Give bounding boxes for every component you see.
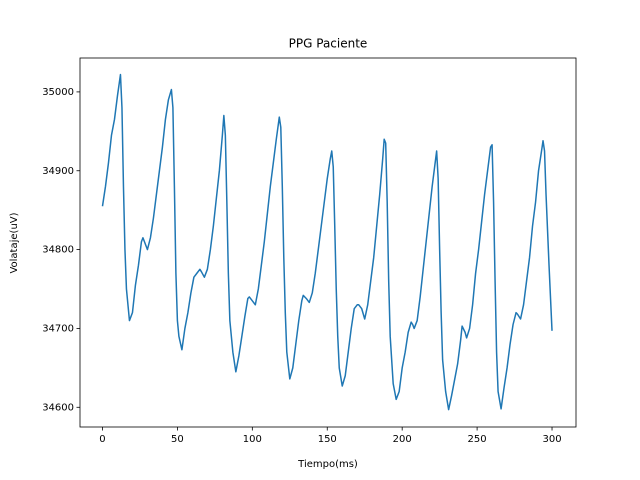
chart-title: PPG Paciente: [289, 37, 368, 51]
x-tick-label: 0: [99, 434, 105, 445]
y-tick-label: 34800: [42, 245, 74, 256]
x-tick-label: 150: [318, 434, 337, 445]
data-line: [101, 73, 553, 411]
y-tick-label: 34700: [42, 323, 74, 334]
x-tick-label: 200: [393, 434, 412, 445]
y-tick-label: 34600: [42, 402, 74, 413]
x-axis-label: Tiempo(ms): [297, 459, 358, 470]
x-tick-label: 50: [171, 434, 184, 445]
x-tick-label: 300: [542, 434, 561, 445]
y-axis-label: Volataje(uV): [9, 212, 20, 273]
y-tick-label: 35000: [42, 87, 74, 98]
x-tick-label: 250: [468, 434, 487, 445]
y-tick-label: 34900: [42, 166, 74, 177]
plot-frame: [79, 57, 577, 428]
x-tick-label: 100: [243, 434, 262, 445]
